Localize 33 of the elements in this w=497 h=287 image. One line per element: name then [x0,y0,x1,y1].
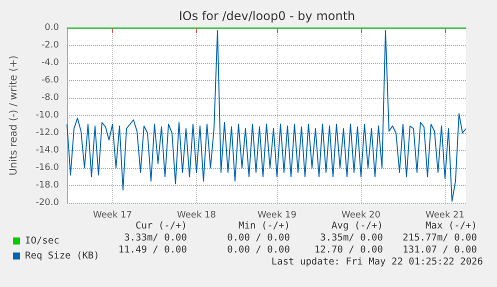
text: 3.33m/ 0.00 [124,232,188,244]
y-tick-label: -4.0 [41,58,60,68]
text: Max (-/+) [426,220,478,232]
legend-label: Req Size (KB) [25,250,100,262]
text: Min (-/+) [238,220,290,232]
text: 215.77m/ 0.00 [402,232,478,244]
text: 3.35m/ 0.00 [320,232,384,244]
y-tick-label: -8.0 [41,93,60,103]
text: 0.00 / 0.00 [227,232,290,244]
y-tick-label: -6.0 [41,76,60,86]
y-tick-label: -10.0 [36,110,60,120]
y-tick-label: -16.0 [36,163,60,173]
text: 12.70 / 0.00 [314,244,384,256]
x-tick-label: Week 21 [426,210,464,220]
y-tick-label: -12.0 [36,128,60,138]
y-axis-title: Units read (-) / write (+) [8,55,20,176]
x-tick-label: Week 17 [93,210,132,220]
legend-label: IO/sec [25,236,60,246]
y-tick-label: 0.0 [44,23,60,33]
y-tick-label: -2.0 [41,40,60,50]
text: 131.07 / 0.00 [402,244,478,256]
text: Cur (-/+) [136,220,188,232]
text: 0.00 / 0.00 [227,244,290,256]
text: 11.49 / 0.00 [118,244,188,256]
text: Avg (-/+) [332,220,384,232]
text: Last update: Fri May 22 01:25:22 2026 [271,256,484,268]
y-tick-label: -14.0 [36,146,60,156]
x-tick-label: Week 19 [258,210,297,220]
x-tick-label: Week 20 [342,210,381,220]
x-tick-label: Week 18 [177,210,216,220]
chart-title: IOs for /dev/loop0 - by month [178,9,356,23]
y-tick-label: -20.0 [36,198,60,208]
y-tick-label: -18.0 [36,180,60,190]
